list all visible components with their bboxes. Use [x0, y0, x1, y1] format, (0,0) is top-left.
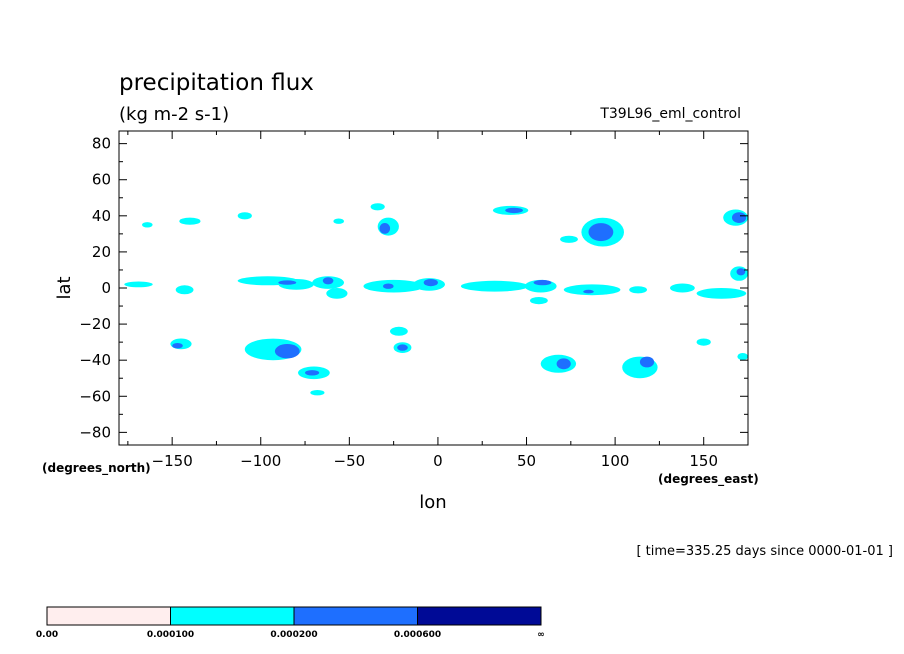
contour-region-level-1: [560, 235, 578, 243]
contour-region-level-1: [363, 279, 424, 293]
x-tick-label: −150: [152, 452, 193, 470]
x-tick-label: −50: [334, 452, 366, 470]
colorbar-swatch: [170, 606, 295, 626]
colorbar-level-label: 0.000100: [147, 630, 194, 640]
y-tick-label: −80: [79, 423, 111, 441]
contour-region-level-2: [556, 358, 571, 370]
y-tick-label: 40: [92, 207, 111, 225]
contour-region-level-1: [737, 353, 748, 361]
y-tick-label: −20: [79, 315, 111, 333]
contour-region-level-1: [530, 297, 548, 305]
contour-region-level-2: [736, 268, 746, 276]
y-tick-label: −40: [79, 351, 111, 369]
contour-region-level-1: [142, 222, 153, 228]
contour-region-level-2: [505, 207, 523, 214]
contour-region-level-1: [175, 285, 194, 295]
contour-region-level-1: [696, 338, 711, 346]
contour-region-level-1: [370, 203, 385, 211]
tick-layer: −150 −100 −50 0 50 100 150 80 60 40 20 0 −20 −40 −60 −8…: [79, 131, 749, 470]
chart-units: (kg m-2 s-1): [119, 104, 229, 125]
colorbar-swatch: [417, 606, 542, 626]
contour-region-level-2: [533, 279, 552, 286]
colorbar: 0.00 0.000100 0.000200 0.000600 ∞: [36, 606, 545, 640]
contour-layer: [124, 203, 748, 396]
colorbar-swatch: [46, 606, 171, 626]
contour-region-level-1: [390, 326, 408, 336]
y-axis-label: lat: [54, 276, 75, 299]
x-tick-label: 50: [517, 452, 536, 470]
contour-region-level-2: [383, 283, 394, 289]
contour-region-level-1: [670, 283, 695, 293]
contour-region-level-1: [629, 286, 647, 294]
x-tick-label: −100: [240, 452, 281, 470]
y-tick-label: 0: [101, 279, 111, 297]
contour-region-level-1: [310, 390, 325, 396]
contour-region-level-2: [639, 356, 655, 368]
contour-region-level-2: [172, 343, 183, 349]
contour-region-level-1: [333, 218, 345, 224]
contour-region-level-2: [322, 277, 334, 285]
contour-region-level-2: [379, 223, 391, 234]
y-tick-label: 60: [92, 171, 111, 189]
contour-region-level-2: [588, 223, 614, 242]
x-tick-label: 150: [689, 452, 718, 470]
contour-region-level-2: [397, 344, 408, 351]
y-tick-label: −60: [79, 387, 111, 405]
contour-region-level-1: [563, 284, 621, 296]
colorbar-level-label: 0.00: [36, 630, 58, 640]
contour-region-level-2: [583, 289, 594, 294]
contour-region-level-1: [237, 212, 252, 220]
contour-region-level-2: [732, 212, 747, 224]
x-axis-label: lon: [419, 492, 446, 513]
x-tick-label: 100: [601, 452, 630, 470]
contour-region-level-2: [423, 279, 438, 287]
contour-region-level-1: [179, 217, 201, 225]
contour-region-level-1: [124, 281, 153, 288]
x-units-label: (degrees_east): [658, 472, 759, 487]
y-tick-label: 80: [92, 135, 111, 153]
contour-region-level-1: [696, 288, 747, 299]
colorbar-swatch: [293, 606, 418, 626]
run-name: T39L96_eml_control: [599, 106, 741, 122]
y-tick-label: 20: [92, 243, 111, 261]
contour-region-level-1: [460, 280, 529, 292]
y-units-label: (degrees_north): [42, 461, 151, 476]
x-tick-label: 0: [433, 452, 443, 470]
contour-region-level-2: [305, 370, 320, 376]
contour-region-level-2: [274, 344, 300, 359]
chart-title: precipitation flux: [119, 70, 314, 96]
colorbar-level-label: 0.000200: [270, 630, 317, 640]
colorbar-level-label: 0.000600: [394, 630, 441, 640]
contour-region-level-2: [278, 280, 297, 285]
time-note: [ time=335.25 days since 0000-01-01 ]: [636, 544, 893, 559]
contour-region-level-1: [326, 288, 348, 299]
colorbar-level-label: ∞: [537, 630, 545, 640]
